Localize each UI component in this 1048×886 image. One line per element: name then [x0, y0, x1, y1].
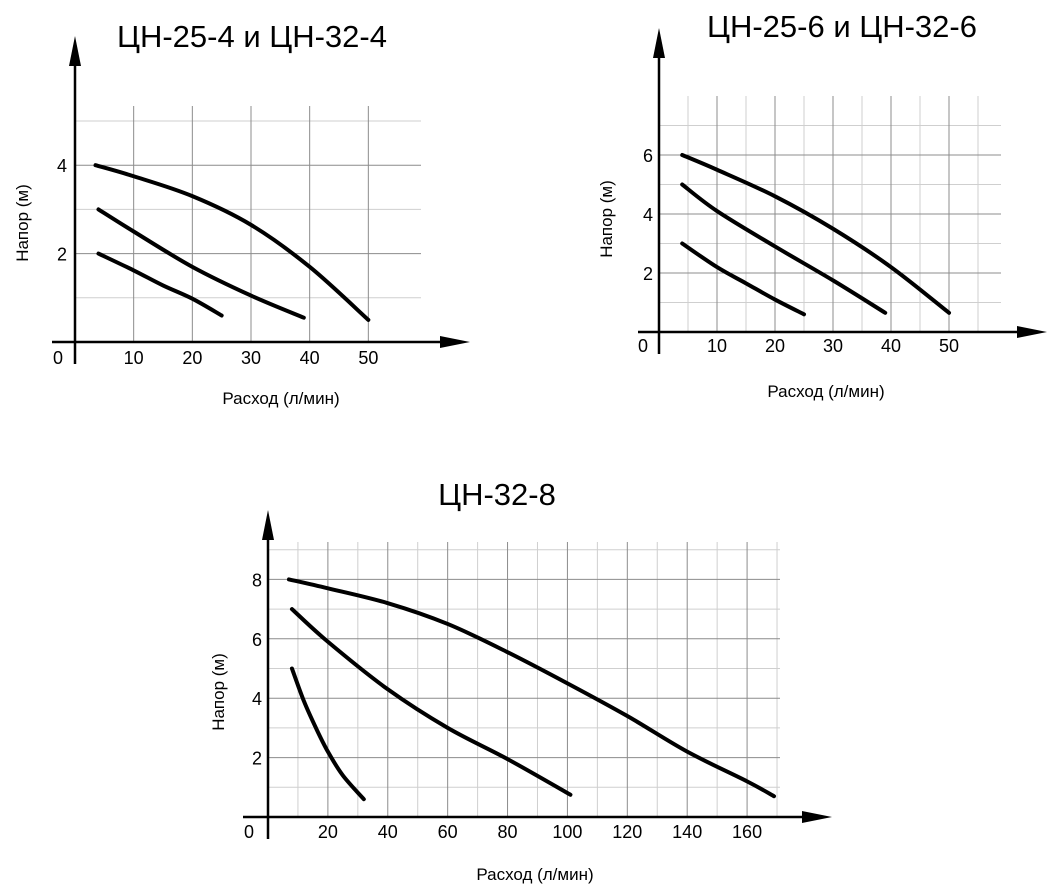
x-tick-label: 30 — [241, 348, 261, 368]
chart-title: ЦН-32-8 — [438, 477, 556, 512]
x-tick-label: 40 — [300, 348, 320, 368]
y-tick-label: 4 — [252, 689, 262, 709]
y-tick-label: 2 — [643, 264, 653, 284]
x-tick-label: 40 — [378, 822, 398, 842]
chart-title: ЦН-25-6 и ЦН-32-6 — [707, 9, 977, 44]
series-line-2 — [96, 207, 306, 320]
x-axis-arrow — [802, 811, 832, 823]
x-tick-label: 10 — [124, 348, 144, 368]
origin-label: 0 — [244, 822, 254, 842]
x-tick-label: 80 — [498, 822, 518, 842]
y-tick-label: 2 — [252, 749, 262, 769]
x-axis-arrow — [440, 336, 470, 348]
y-axis-arrow — [262, 510, 274, 540]
x-tick-label: 20 — [318, 822, 338, 842]
x-axis-arrow — [1017, 326, 1047, 338]
y-tick-label: 6 — [643, 146, 653, 166]
x-axis-label: Расход (л/мин) — [476, 865, 593, 884]
series-line-3 — [286, 577, 777, 799]
y-tick-label: 2 — [57, 245, 67, 265]
series-line-2 — [680, 182, 888, 315]
y-tick-label: 4 — [57, 156, 67, 176]
y-axis-arrow — [653, 28, 665, 58]
x-axis-label: Расход (л/мин) — [767, 382, 884, 401]
series-line-1 — [680, 241, 806, 317]
origin-label: 0 — [638, 336, 648, 356]
origin-label: 0 — [53, 348, 63, 368]
x-tick-label: 160 — [732, 822, 762, 842]
x-tick-label: 60 — [438, 822, 458, 842]
x-tick-label: 40 — [881, 336, 901, 356]
series-line-1 — [289, 666, 366, 802]
x-tick-label: 140 — [672, 822, 702, 842]
chart-grid — [659, 96, 1001, 332]
chart-2: 10 20 30 40 50 2 4 6 0 ЦН-25-6 и ЦН-32-6 Расход (л… — [597, 9, 1047, 401]
y-axis-label: Напор (м) — [209, 653, 228, 731]
y-tick-label: 6 — [252, 630, 262, 650]
series-line-2 — [289, 607, 573, 797]
x-tick-label: 20 — [182, 348, 202, 368]
x-tick-label: 120 — [612, 822, 642, 842]
x-axis-label: Расход (л/мин) — [222, 389, 339, 408]
y-axis-arrow — [69, 36, 81, 66]
y-tick-label: 4 — [643, 205, 653, 225]
series-line-1 — [96, 251, 224, 318]
x-tick-label: 50 — [939, 336, 959, 356]
series-line-3 — [93, 163, 371, 322]
x-tick-label: 100 — [552, 822, 582, 842]
x-tick-label: 50 — [358, 348, 378, 368]
x-tick-label: 20 — [765, 336, 785, 356]
y-axis-label: Напор (м) — [13, 184, 32, 262]
chart-grid — [268, 542, 780, 817]
x-tick-label: 30 — [823, 336, 843, 356]
chart-title: ЦН-25-4 и ЦН-32-4 — [117, 19, 387, 54]
y-tick-label: 8 — [252, 570, 262, 590]
x-tick-label: 10 — [707, 336, 727, 356]
y-axis-label: Напор (м) — [597, 180, 616, 258]
series-line-3 — [680, 153, 951, 315]
